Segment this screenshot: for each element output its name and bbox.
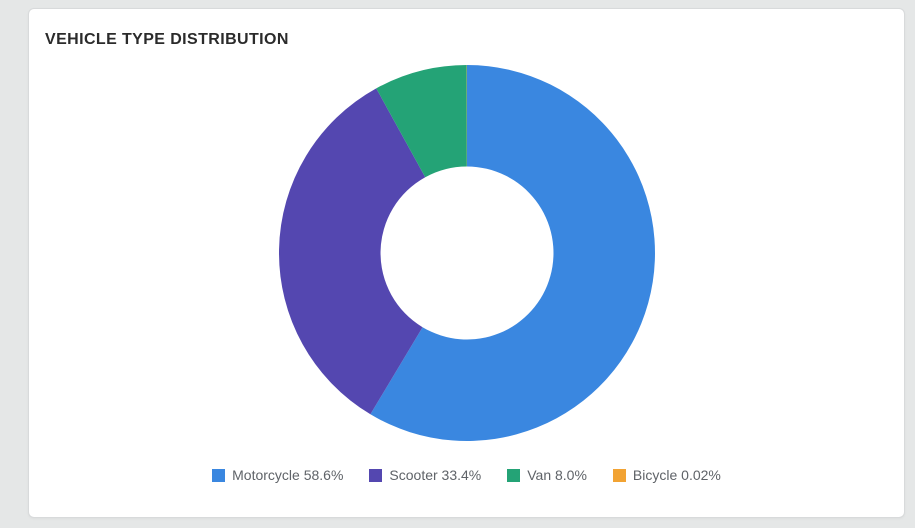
vehicle-type-distribution-card: VEHICLE TYPE DISTRIBUTION Motorcycle 58.…: [28, 8, 905, 518]
legend-item-motorcycle[interactable]: Motorcycle 58.6%: [212, 467, 343, 483]
legend-label: Bicycle 0.02%: [632, 467, 721, 483]
legend-item-bicycle[interactable]: Bicycle 0.02%: [612, 467, 721, 483]
legend-label: Motorcycle 58.6%: [232, 467, 344, 483]
legend-swatch-icon: [612, 468, 626, 482]
legend-item-van[interactable]: Van 8.0%: [507, 467, 587, 483]
legend-swatch-icon: [212, 468, 226, 482]
donut-slice-motorcycle[interactable]: [369, 65, 655, 442]
card-header: VEHICLE TYPE DISTRIBUTION: [29, 9, 904, 49]
legend-swatch-icon: [369, 468, 383, 482]
chart-area: [29, 49, 904, 467]
donut-chart: [278, 64, 655, 442]
chart-title: VEHICLE TYPE DISTRIBUTION: [45, 31, 289, 48]
chart-legend: Motorcycle 58.6% Scooter 33.4% Van 8.0% Bic…: [29, 467, 904, 517]
donut-slice-van[interactable]: [375, 65, 467, 178]
donut-slice-scooter[interactable]: [278, 88, 425, 415]
legend-label: Scooter 33.4%: [389, 467, 482, 483]
legend-item-scooter[interactable]: Scooter 33.4%: [369, 467, 481, 483]
legend-swatch-icon: [507, 468, 521, 482]
legend-label: Van 8.0%: [527, 467, 587, 483]
